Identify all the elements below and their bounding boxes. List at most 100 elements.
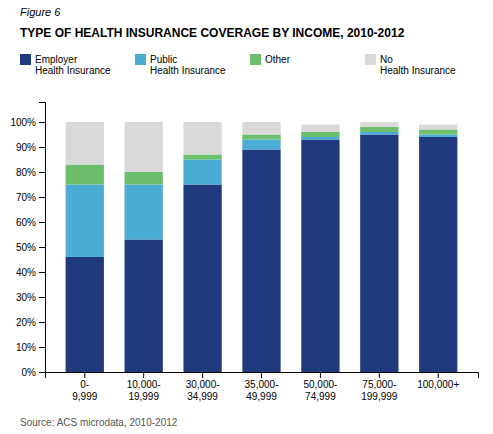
text-line: 34,999 xyxy=(187,391,218,402)
y-axis: 0%10%20%30%40%50%60%70%80%90%100% xyxy=(10,103,45,378)
series xyxy=(66,132,458,257)
legend-item: EmployerHealth Insurance xyxy=(20,54,111,77)
x-tick-label: 10,000-19,999 xyxy=(127,379,161,402)
series xyxy=(66,135,458,373)
y-tick-mark xyxy=(39,272,45,273)
x-tick-label: 100,000+ xyxy=(417,379,459,390)
source-note: Source: ACS microdata, 2010-2012 xyxy=(20,417,178,428)
x-tick: 30,000-34,999 xyxy=(186,372,220,402)
y-tick-mark xyxy=(39,297,45,298)
y-tick-label: 70% xyxy=(16,192,36,203)
y-tick-mark xyxy=(39,372,45,373)
figure-label: Figure 6 xyxy=(20,6,61,18)
y-tick-label: 50% xyxy=(16,242,36,253)
x-tick-mark xyxy=(202,372,203,378)
y-tick-label: 20% xyxy=(16,317,36,328)
y-tick-label: 90% xyxy=(16,142,36,153)
legend-swatch xyxy=(250,54,261,65)
x-tick-mark xyxy=(379,372,380,378)
x-axis: 0-9,999 10,000-19,999 30,000-34,999 35,000-… xyxy=(46,372,479,402)
bar xyxy=(419,130,457,135)
x-tick-mark xyxy=(261,372,262,378)
x-tick: 10,000-19,999 xyxy=(127,372,161,402)
legend-item: PublicHealth Insurance xyxy=(135,54,226,77)
x-tick: 35,000-49,999 xyxy=(245,372,279,402)
legend-item: NoHealth Insurance xyxy=(365,54,456,77)
text-line: 10,000- xyxy=(127,379,161,390)
plot: 0%10%20%30%40%50%60%70%80%90%100%0-9,999… xyxy=(10,103,478,402)
legend-label: PublicHealth Insurance xyxy=(150,54,226,77)
text-line: 199,999 xyxy=(361,391,398,402)
y-tick: 90% xyxy=(16,142,45,153)
bar xyxy=(360,127,398,132)
x-tick: 100,000+ xyxy=(417,372,459,390)
x-tick-mark xyxy=(143,372,144,378)
bar xyxy=(360,122,398,127)
bar xyxy=(419,125,457,130)
y-tick-mark xyxy=(39,147,45,148)
bar xyxy=(183,185,221,373)
legend: EmployerHealth InsurancePublicHealth Ins… xyxy=(20,54,456,77)
bar xyxy=(301,132,339,137)
y-tick: 40% xyxy=(16,267,45,278)
y-tick-mark xyxy=(39,247,45,248)
text-line: Public xyxy=(150,54,177,65)
bar xyxy=(66,185,104,258)
series xyxy=(66,127,458,185)
bar xyxy=(301,125,339,133)
y-tick-label: 0% xyxy=(22,367,37,378)
bar xyxy=(125,122,163,172)
bar xyxy=(125,185,163,240)
y-tick-mark xyxy=(39,122,45,123)
x-tick-label: 35,000-49,999 xyxy=(245,379,279,402)
y-tick-label: 100% xyxy=(10,117,36,128)
bar xyxy=(183,122,221,155)
y-tick: 30% xyxy=(16,292,45,303)
bars xyxy=(66,122,458,372)
bar xyxy=(66,122,104,165)
text-line: 49,999 xyxy=(246,391,277,402)
bar xyxy=(301,137,339,140)
text-line: 35,000- xyxy=(245,379,279,390)
text-line: 19,999 xyxy=(128,391,159,402)
text-line: Health Insurance xyxy=(35,65,111,76)
text-line: Health Insurance xyxy=(150,65,226,76)
y-tick: 0% xyxy=(22,367,45,378)
x-tick-label: 30,000-34,999 xyxy=(186,379,220,402)
text-line: Health Insurance xyxy=(380,65,456,76)
bar xyxy=(125,240,163,373)
legend-label: Other xyxy=(265,54,291,65)
bar xyxy=(242,135,280,140)
y-tick-label: 40% xyxy=(16,267,36,278)
text-line: 100,000+ xyxy=(417,379,459,390)
bar xyxy=(242,140,280,150)
chart: Figure 6 TYPE OF HEALTH INSURANCE COVERAG… xyxy=(0,0,493,434)
text-line: Employer xyxy=(35,54,78,65)
text-line: 74,999 xyxy=(305,391,336,402)
y-tick: 50% xyxy=(16,242,45,253)
bar xyxy=(360,135,398,373)
series xyxy=(66,122,458,172)
x-tick: 75,000-199,999 xyxy=(361,372,398,402)
legend-label: NoHealth Insurance xyxy=(380,54,456,77)
y-tick-mark xyxy=(39,172,45,173)
bar xyxy=(301,140,339,373)
y-tick: 100% xyxy=(10,117,45,128)
bar xyxy=(183,155,221,160)
y-tick-mark xyxy=(39,197,45,198)
title: TYPE OF HEALTH INSURANCE COVERAGE BY INC… xyxy=(20,26,405,40)
bar xyxy=(183,160,221,185)
text-line: 0- xyxy=(80,379,89,390)
x-tick: 50,000-74,999 xyxy=(303,372,337,402)
y-tick: 20% xyxy=(16,317,45,328)
text-line: 9,999 xyxy=(72,391,97,402)
x-tick: 0-9,999 xyxy=(72,372,97,402)
y-tick-label: 60% xyxy=(16,217,36,228)
bar xyxy=(419,135,457,138)
text-line: Other xyxy=(265,54,291,65)
y-tick-label: 80% xyxy=(16,167,36,178)
bar xyxy=(360,132,398,135)
y-tick-label: 30% xyxy=(16,292,36,303)
y-axis-line xyxy=(39,103,46,373)
y-tick-mark xyxy=(39,322,45,323)
